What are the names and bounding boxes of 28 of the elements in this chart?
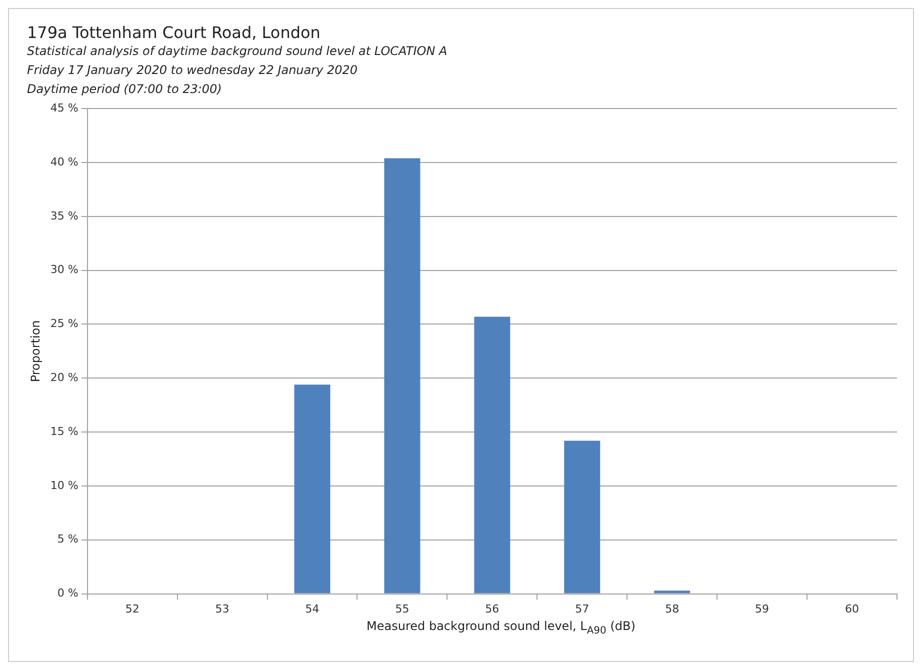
y-tick-label: 40 % — [50, 155, 78, 168]
y-tick-label: 30 % — [50, 263, 78, 276]
y-tick-label: 10 % — [50, 478, 78, 492]
x-tick-label: 57 — [575, 602, 590, 616]
x-tick-label: 54 — [305, 602, 320, 616]
x-tick-label: 53 — [215, 602, 230, 616]
y-tick-label: 35 % — [50, 209, 78, 222]
x-tick-label: 59 — [755, 602, 770, 616]
y-axis-title: Proportion — [28, 320, 42, 382]
bar — [384, 158, 420, 594]
y-tick-label: 0 % — [57, 586, 78, 600]
chart-title: 179a Tottenham Court Road, London — [27, 23, 322, 42]
x-tick-label: 60 — [845, 602, 860, 616]
y-tick-label: 15 % — [50, 424, 78, 438]
y-tick-label: 25 % — [50, 317, 78, 330]
bar — [474, 316, 510, 594]
y-tick-label: 20 % — [50, 371, 78, 384]
x-tick-label: 55 — [395, 602, 410, 616]
chart-subtitle: Statistical analysis of daytime background sound level at LOCATION A Friday 17 January 2020 to wednesday 22 January 2020 Daytime period (07:00 to 23:00) — [27, 43, 448, 98]
x-tick-label: 56 — [485, 602, 500, 616]
x-tick-label: 52 — [125, 602, 140, 616]
y-tick-label: 5 % — [57, 532, 78, 546]
x-tick-label: 58 — [665, 602, 680, 616]
bar — [564, 440, 600, 594]
y-tick-label: 45 % — [50, 101, 78, 114]
bar — [654, 590, 690, 594]
x-axis-title: Measured background sound level, L$_{A90}$ (dB) — [366, 619, 636, 636]
bar — [294, 384, 330, 594]
